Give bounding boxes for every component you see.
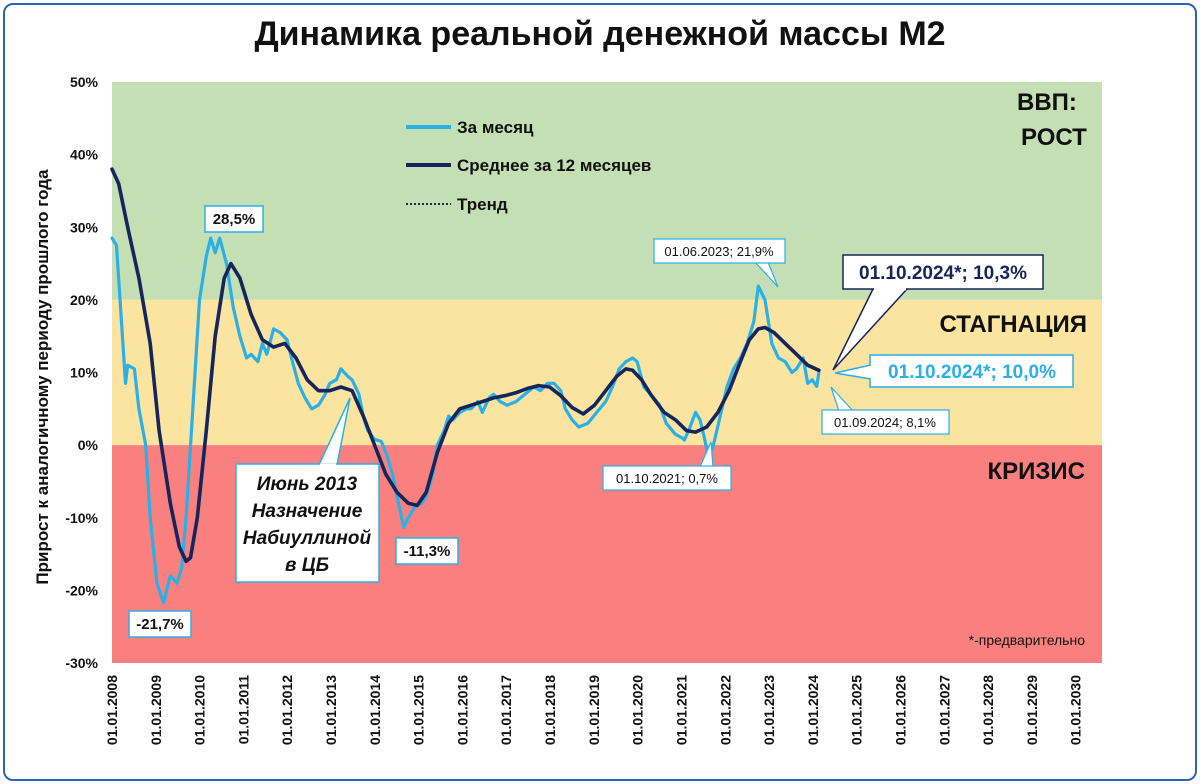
zone-label-growth-1: ВВП: xyxy=(1017,89,1077,116)
y-tick-label: 50% xyxy=(70,74,99,90)
x-tick-label: 01.01.2009 xyxy=(148,675,164,745)
annotation-oct-2024-average: 01.10.2024*; 10,3% xyxy=(832,254,1044,371)
x-tick-label: 01.01.2025 xyxy=(849,675,865,745)
y-tick-label: -20% xyxy=(65,582,98,598)
annotation-jun-2023: 01.06.2023; 21,9% xyxy=(653,238,786,288)
legend-label-trend: Тренд xyxy=(457,195,508,214)
x-tick-label: 01.01.2028 xyxy=(980,675,996,745)
x-tick-label: 01.01.2014 xyxy=(367,675,383,745)
annotation-nabiullina-line2: Назначение xyxy=(252,501,363,522)
series-line-average xyxy=(110,167,821,564)
x-tick-label: 01.01.2016 xyxy=(454,675,470,745)
x-tick-label: 01.01.2024 xyxy=(805,675,821,745)
x-tick-label: 01.01.2027 xyxy=(936,675,952,745)
annotation-sep-2024-text: 01.09.2024; 8,1% xyxy=(834,415,936,430)
x-tick-label: 01.01.2018 xyxy=(542,675,558,745)
x-tick-label: 01.01.2017 xyxy=(498,675,514,745)
zone-label-growth-2: РОСТ xyxy=(1021,124,1087,151)
annotation-oct-2024-average-text: 01.10.2024*; 10,3% xyxy=(859,263,1027,284)
y-tick-label: 10% xyxy=(70,365,99,381)
annotation-peak-2010-text: 28,5% xyxy=(213,211,256,228)
y-tick-label: 40% xyxy=(70,147,99,163)
annotation-trough-2015-text: -11,3% xyxy=(404,543,451,560)
y-tick-label: -10% xyxy=(65,510,98,526)
zone-label-stagnation: СТАГНАЦИЯ xyxy=(939,311,1087,338)
chart-frame: Динамика реальной денежной массы М2 Прир… xyxy=(3,3,1197,781)
annotation-trough-2015: -11,3% xyxy=(395,537,459,565)
x-tick-label: 01.01.2008 xyxy=(104,675,120,745)
x-tick-label: 01.01.2012 xyxy=(279,675,295,745)
y-tick-label: 30% xyxy=(70,219,99,235)
y-tick-label: 20% xyxy=(70,292,99,308)
annotation-oct-2021: 01.10.2021; 0,7% xyxy=(602,441,732,491)
x-tick-label: 01.01.2011 xyxy=(235,675,251,745)
x-tick-label: 01.01.2015 xyxy=(411,675,427,745)
chart-title: Динамика реальной денежной массы М2 xyxy=(254,15,946,53)
annotation-trough-2009: -21,7% xyxy=(128,610,192,638)
annotation-nabiullina-line3: Набиуллиной xyxy=(243,528,372,549)
annotation-jun-2023-text: 01.06.2023; 21,9% xyxy=(664,244,774,259)
annotation-peak-2010: 28,5% xyxy=(204,205,264,233)
x-tick-label: 01.01.2029 xyxy=(1024,675,1040,745)
footnote: *-предварительно xyxy=(969,632,1086,648)
annotation-oct-2024-month: 01.10.2024*; 10,0% xyxy=(834,354,1074,388)
x-tick-label: 01.01.2021 xyxy=(673,675,689,745)
x-tick-label: 01.01.2022 xyxy=(717,675,733,745)
annotation-oct-2024-month-text: 01.10.2024*; 10,0% xyxy=(888,362,1056,383)
chart-canvas: 50% 40% 30% 20% 10% 0% -10% -20% -30% 01.01.2008… xyxy=(65,74,1102,745)
x-tick-label: 01.01.2030 xyxy=(1068,675,1084,745)
legend-label-average: Среднее за 12 месяцев xyxy=(457,156,651,175)
annotation-nabiullina: Июнь 2013 Назначение Набиуллиной в ЦБ xyxy=(235,397,380,583)
series-line-month xyxy=(110,236,821,605)
y-tick-label: -30% xyxy=(65,655,98,671)
annotation-nabiullina-line1: Июнь 2013 xyxy=(257,474,358,495)
annotation-oct-2021-text: 01.10.2021; 0,7% xyxy=(616,471,718,486)
legend-label-month: За месяц xyxy=(457,118,534,137)
annotation-trough-2009-text: -21,7% xyxy=(136,616,184,633)
y-tick-label: 0% xyxy=(78,437,99,453)
x-tick-label: 01.01.2020 xyxy=(630,675,646,745)
zone-label-crisis: КРИЗИС xyxy=(987,458,1085,485)
annotation-sep-2024: 01.09.2024; 8,1% xyxy=(821,386,950,435)
x-tick-label: 01.01.2010 xyxy=(192,675,208,745)
legend: За месяц Среднее за 12 месяцев Тренд xyxy=(406,118,651,214)
x-tick-label: 01.01.2026 xyxy=(892,675,908,745)
annotation-nabiullina-line4: в ЦБ xyxy=(285,555,329,576)
x-tick-label: 01.01.2023 xyxy=(761,675,777,745)
x-tick-label: 01.01.2019 xyxy=(586,675,602,745)
x-tick-label: 01.01.2013 xyxy=(323,675,339,745)
